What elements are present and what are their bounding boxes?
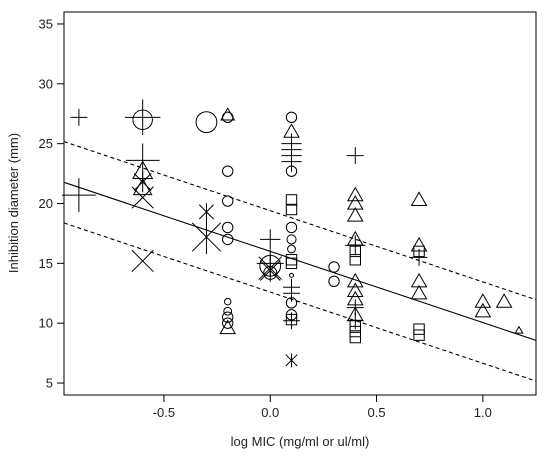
data-point-circle [222, 311, 234, 323]
x-tick-label: 1.0 [474, 405, 492, 420]
data-point-plus [410, 248, 428, 266]
data-point-square [349, 331, 361, 344]
data-point-circle [132, 109, 153, 130]
data-point-circle [286, 234, 297, 245]
data-point-triangle [346, 206, 364, 222]
data-point-circle [287, 244, 296, 254]
data-point-plus [260, 229, 281, 250]
data-point-circle [222, 317, 234, 329]
y-tick-label: 35 [39, 16, 53, 31]
data-point-cross [259, 260, 281, 281]
plot-frame [63, 11, 537, 396]
y-axis-label: Inhibition diameter (mm) [6, 133, 21, 273]
lower-prediction-band [63, 222, 537, 382]
data-points [61, 99, 524, 368]
data-point-plus [345, 235, 366, 256]
data-point-triangle [495, 293, 513, 308]
data-point-triangle [474, 302, 492, 318]
data-point-square [349, 245, 361, 258]
data-point-circle [195, 111, 218, 134]
data-point-circle [285, 221, 298, 234]
x-axis-label: log MIC (mg/ml or ul/ml) [231, 434, 370, 449]
data-point-circle [222, 111, 234, 124]
data-point-circle [223, 306, 233, 316]
regression-line [63, 181, 537, 341]
data-point-square [413, 329, 425, 341]
regression-lines [63, 141, 537, 382]
data-point-triangle [410, 272, 428, 288]
data-point-square [349, 325, 361, 338]
data-point-triangle [132, 177, 153, 196]
data-point-circle [328, 275, 340, 287]
data-point-triangle [219, 319, 237, 335]
data-point-plus [281, 151, 302, 172]
data-point-square [285, 257, 298, 270]
data-point-triangle [346, 195, 364, 210]
data-point-circle [223, 297, 232, 306]
data-point-triangle [346, 282, 364, 297]
data-point-star [258, 254, 283, 282]
data-point-circle [289, 272, 294, 278]
data-point-star [198, 203, 214, 221]
data-point-plus [283, 312, 300, 330]
data-point-circle [285, 165, 298, 177]
data-point-plus [70, 108, 88, 126]
data-point-triangle [346, 186, 364, 202]
data-point-square [413, 323, 425, 335]
data-point-plus [283, 284, 300, 302]
x-tick-label: 0.0 [261, 405, 279, 420]
data-point-triangle [346, 272, 364, 288]
data-point-triangle [410, 191, 428, 207]
data-point-star [285, 353, 298, 368]
data-point-star [191, 219, 222, 255]
data-point-plus [346, 147, 364, 165]
data-point-cross [131, 249, 154, 273]
y-tick-label: 25 [39, 136, 53, 151]
data-point-triangle [514, 325, 524, 334]
data-point-square [349, 319, 361, 332]
x-axis: -0.5 0.0 0.5 1.0 [153, 395, 492, 420]
data-point-triangle [220, 107, 236, 121]
data-point-star [133, 171, 152, 193]
x-tick-label: -0.5 [153, 405, 175, 420]
data-point-circle [222, 165, 234, 177]
data-point-triangle [410, 284, 428, 300]
x-tick-label: 0.5 [368, 405, 386, 420]
data-point-circle [328, 261, 340, 273]
data-point-circle [285, 297, 298, 309]
y-tick-label: 30 [39, 76, 53, 91]
data-point-square [285, 194, 298, 206]
y-tick-label: 15 [39, 256, 53, 271]
data-point-square [349, 254, 361, 266]
data-point-plus [61, 178, 96, 213]
data-point-circle [222, 221, 234, 234]
data-point-cross [131, 186, 154, 209]
data-point-circle [263, 265, 278, 280]
data-point-circle [222, 195, 234, 207]
y-tick-label: 20 [39, 196, 53, 211]
data-point-triangle [474, 293, 492, 308]
y-axis: 5 10 15 20 25 30 35 [39, 16, 64, 391]
y-tick-label: 10 [39, 316, 53, 331]
upper-prediction-band [63, 141, 537, 301]
y-tick-label: 5 [46, 376, 53, 391]
data-point-square [285, 203, 298, 216]
data-point-circle [285, 111, 298, 124]
data-point-circle [222, 233, 234, 246]
